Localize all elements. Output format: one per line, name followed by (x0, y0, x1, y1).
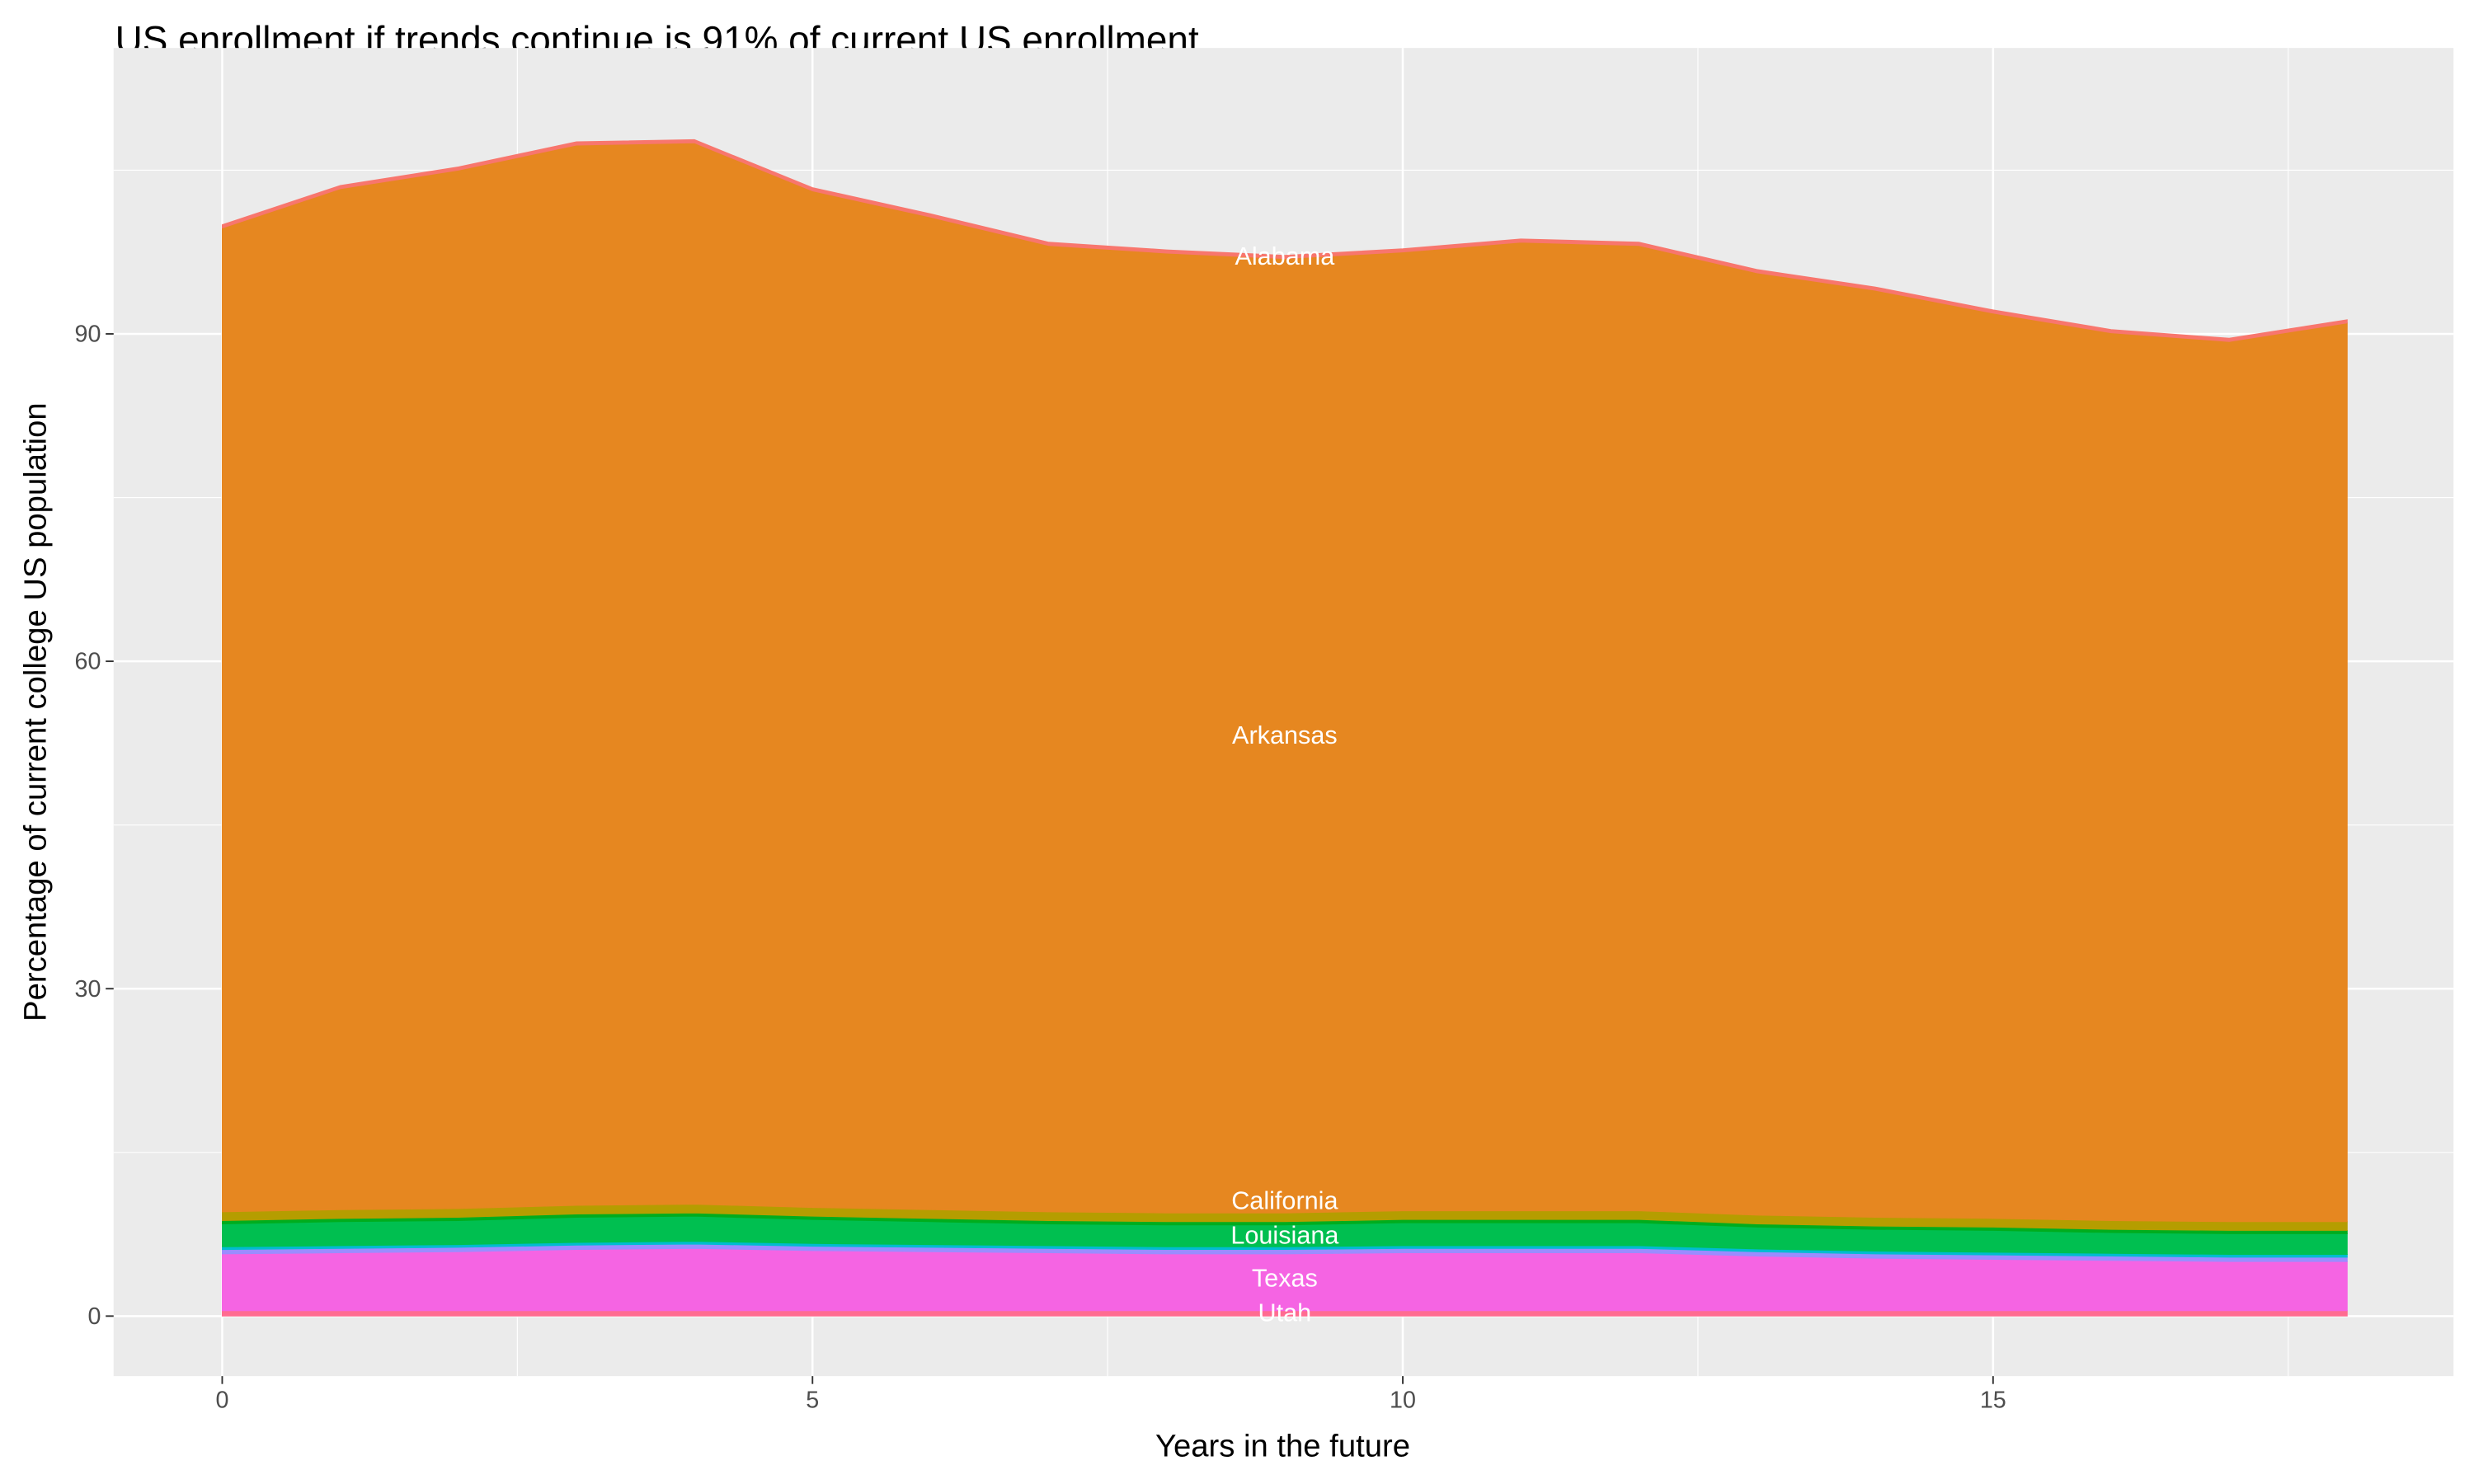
y-tick-label: 90 (75, 322, 101, 348)
area-layers (221, 139, 2348, 1317)
y-tick-label: 30 (75, 976, 101, 1003)
layer-label-utah: Utah (1258, 1299, 1312, 1327)
x-tick-label: 0 (215, 1387, 228, 1413)
layer-label-california: California (1231, 1187, 1338, 1215)
x-axis: 0 5 10 15 (215, 1376, 2006, 1413)
layer-label-texas: Texas (1252, 1264, 1318, 1292)
y-axis-title: Percentage of current college US populat… (17, 402, 53, 1021)
x-axis-title: Years in the future (1155, 1429, 1410, 1464)
area-alabama (221, 139, 2348, 342)
layer-label-alabama: Alabama (1235, 242, 1335, 270)
x-tick-label: 5 (806, 1387, 819, 1413)
x-tick-label: 10 (1390, 1387, 1416, 1413)
y-axis: 0 30 60 90 (75, 322, 114, 1330)
x-tick-label: 15 (1980, 1387, 2006, 1413)
y-tick-label: 0 (87, 1303, 101, 1330)
layer-labels: Utah Texas Louisiana California Arkansas Alab… (1230, 242, 1339, 1327)
layer-label-louisiana: Louisiana (1230, 1222, 1339, 1250)
layer-label-arkansas: Arkansas (1232, 721, 1338, 749)
y-tick-label: 60 (75, 649, 101, 675)
